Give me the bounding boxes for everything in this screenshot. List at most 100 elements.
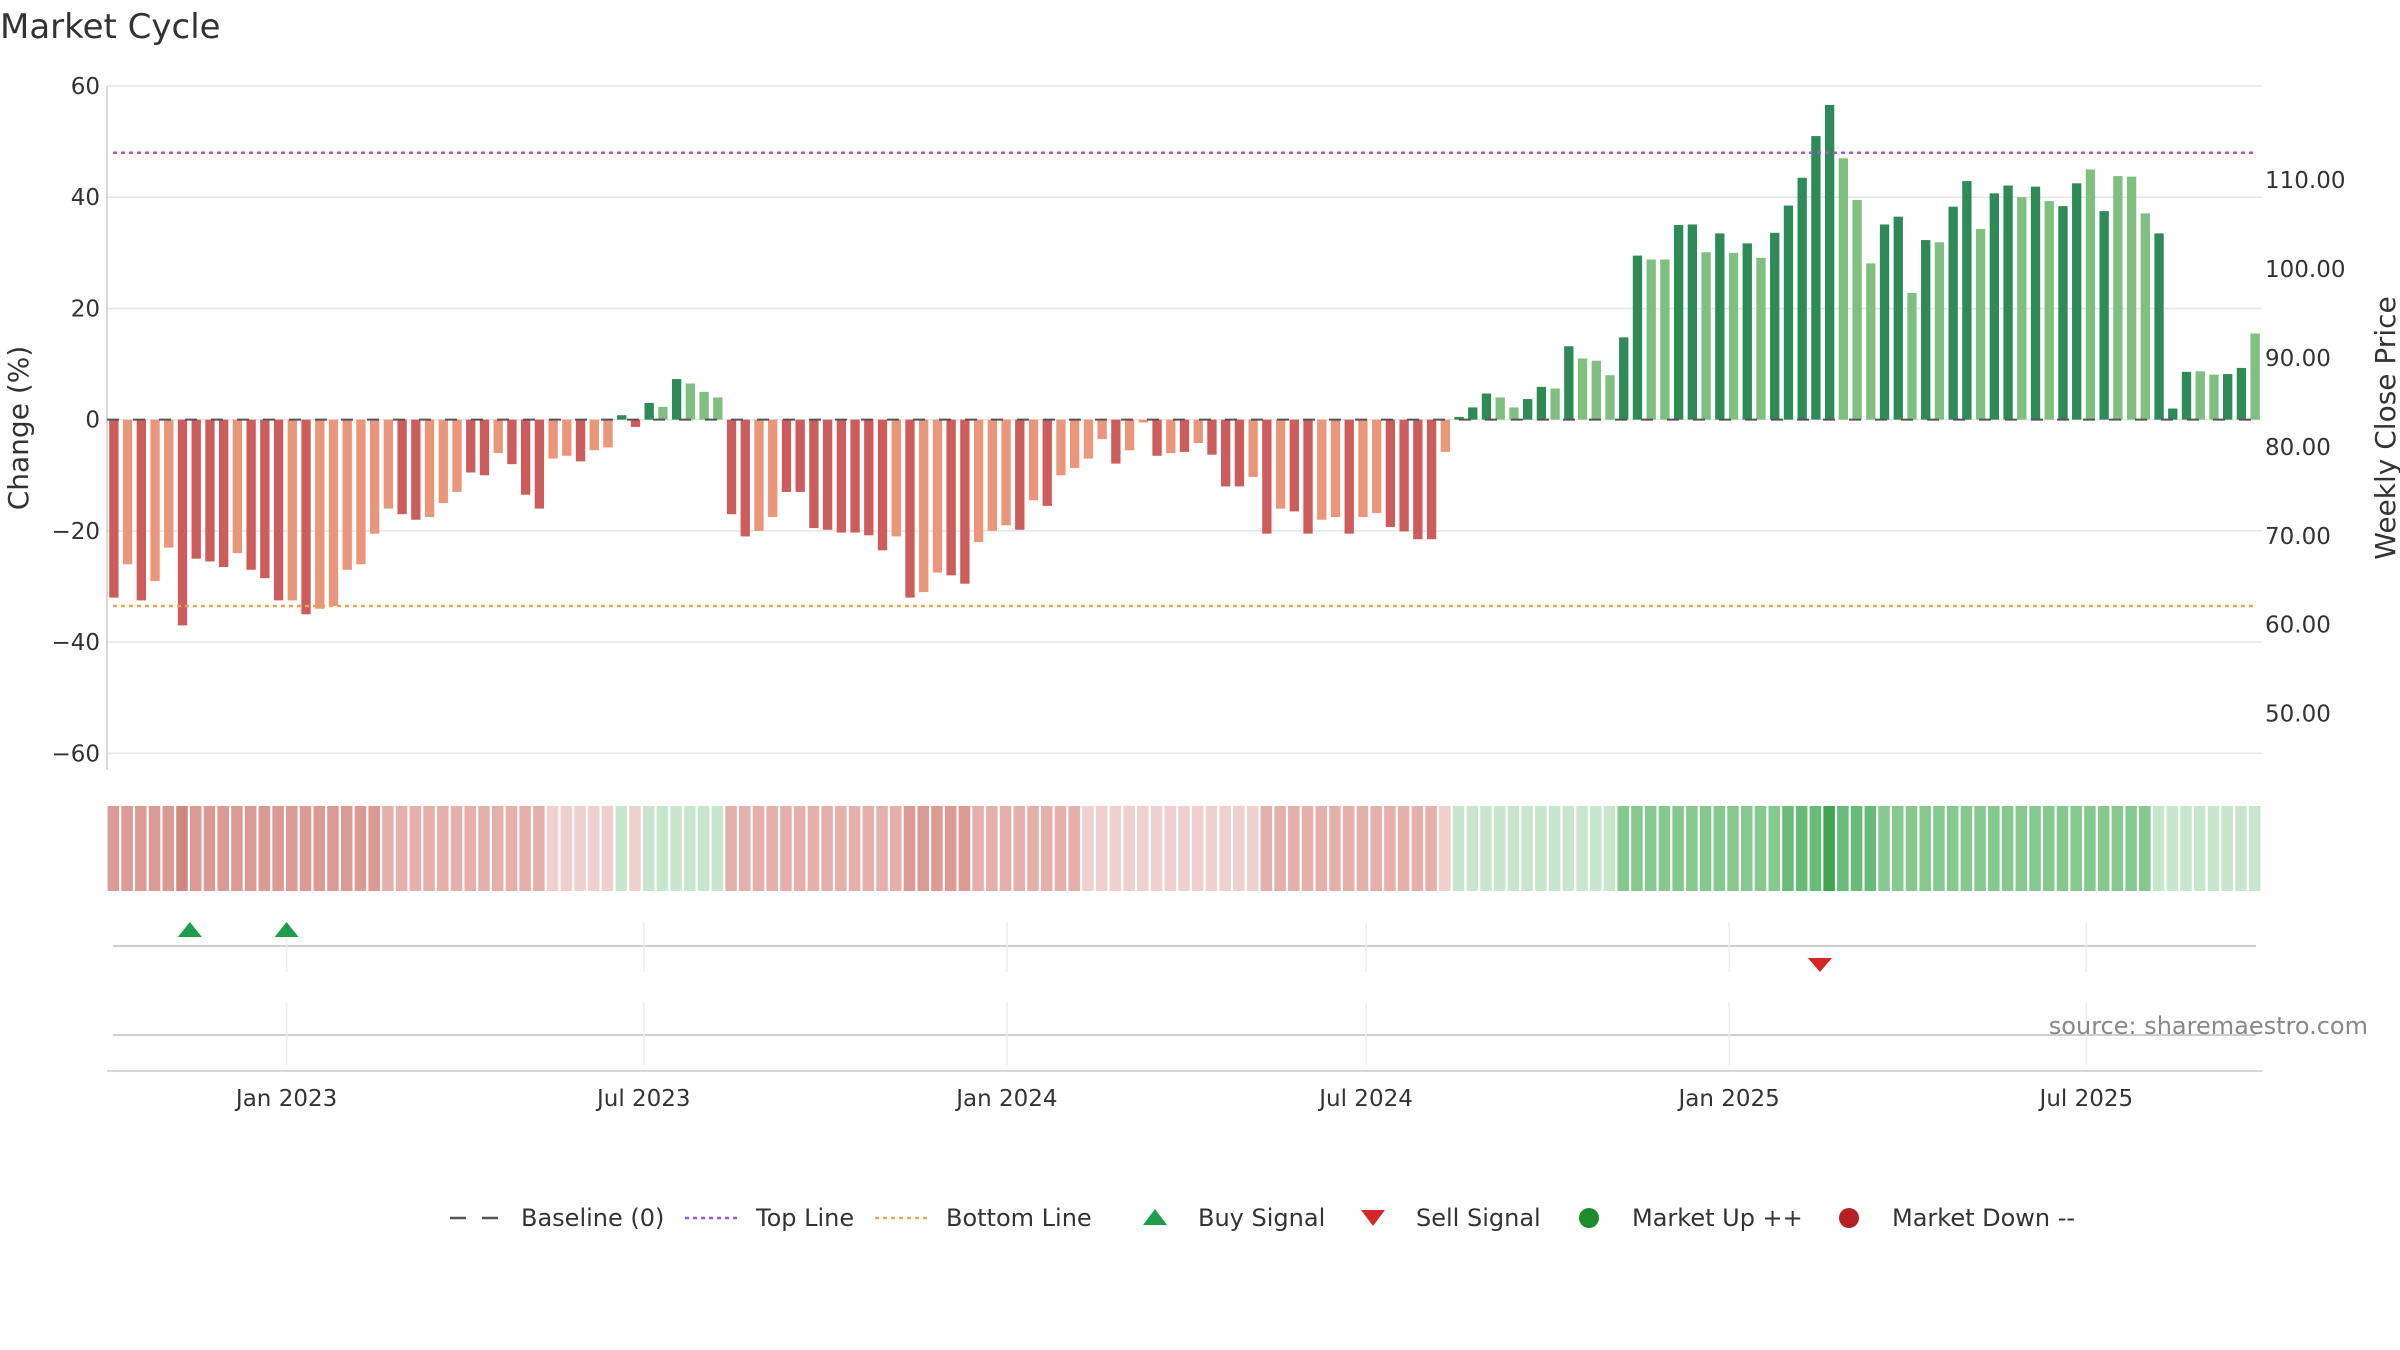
strip-cell bbox=[1384, 806, 1396, 891]
bar bbox=[877, 419, 888, 551]
strip-cell bbox=[1246, 806, 1259, 891]
strip-cell bbox=[1590, 806, 1602, 891]
bar bbox=[2072, 183, 2082, 420]
y2-tick-label: 100.00 bbox=[2265, 257, 2345, 283]
strip-cell bbox=[1178, 806, 1190, 891]
bar bbox=[1907, 292, 1917, 420]
strip-cell bbox=[917, 806, 929, 891]
legend-label: Top Line bbox=[755, 1204, 854, 1232]
bar bbox=[1591, 360, 1601, 420]
strip-cell bbox=[1480, 806, 1492, 891]
x-tick-label: Jul 2023 bbox=[595, 1086, 691, 1112]
bar bbox=[1536, 386, 1547, 420]
bar bbox=[466, 419, 476, 473]
strip-cell bbox=[1548, 806, 1561, 891]
bar bbox=[191, 419, 201, 559]
strip-cell bbox=[1439, 806, 1451, 891]
strip-cell bbox=[107, 806, 120, 891]
strip-cell bbox=[1878, 806, 1890, 891]
strip-cell bbox=[368, 806, 380, 891]
bar bbox=[1701, 252, 1711, 420]
bar bbox=[2085, 169, 2096, 420]
strip-cell bbox=[2111, 806, 2124, 891]
bar bbox=[1042, 419, 1052, 506]
strip-cell bbox=[203, 806, 216, 891]
bar bbox=[150, 419, 160, 581]
strip-cell bbox=[1054, 806, 1067, 891]
bar bbox=[1770, 232, 1780, 420]
strip-cell bbox=[752, 806, 765, 891]
bar bbox=[1028, 419, 1039, 501]
strip-cell bbox=[889, 806, 902, 891]
strip-cell bbox=[121, 806, 133, 891]
strip-cell bbox=[615, 806, 627, 891]
strip-cell bbox=[505, 806, 518, 891]
y2-tick-label: 110.00 bbox=[2265, 168, 2345, 194]
bar bbox=[562, 419, 572, 456]
bar bbox=[273, 419, 284, 601]
strip-cell bbox=[999, 806, 1012, 891]
bar bbox=[905, 419, 915, 598]
strip-cell bbox=[1123, 806, 1135, 891]
strip-cell bbox=[1095, 806, 1108, 891]
strip-cell bbox=[1699, 806, 1712, 891]
bar bbox=[2140, 213, 2150, 420]
buy-signal-marker bbox=[177, 922, 202, 937]
bar bbox=[452, 419, 462, 492]
strip-cell bbox=[1658, 806, 1671, 891]
strip-cell bbox=[2001, 806, 2014, 891]
bar bbox=[1728, 252, 1739, 420]
bar bbox=[1619, 337, 1629, 420]
strip-cell bbox=[1521, 806, 1533, 891]
signals-panel bbox=[113, 922, 2256, 972]
source-note: source: sharemaestro.com bbox=[2049, 1012, 2368, 1040]
bar bbox=[960, 419, 970, 584]
market-panel bbox=[113, 1002, 2256, 1065]
bar bbox=[520, 419, 531, 495]
strip-cell bbox=[546, 806, 559, 891]
strip-cell bbox=[876, 806, 888, 891]
bar bbox=[548, 419, 558, 459]
y2-tick-label: 90.00 bbox=[2265, 346, 2331, 372]
bar bbox=[177, 419, 188, 626]
strip-cell bbox=[670, 806, 682, 891]
bar bbox=[822, 419, 833, 530]
strip-cell bbox=[821, 806, 833, 891]
strip-cell bbox=[1535, 806, 1547, 891]
strip-cell bbox=[1205, 806, 1218, 891]
sell-signal-marker bbox=[1807, 958, 1832, 972]
bar bbox=[301, 419, 311, 615]
bar bbox=[1838, 158, 1849, 420]
bar bbox=[1715, 233, 1725, 420]
strip-cell bbox=[2152, 806, 2165, 891]
bar bbox=[1166, 419, 1176, 454]
bar bbox=[973, 419, 984, 542]
bar bbox=[2003, 185, 2013, 420]
strip-cell bbox=[1109, 806, 1122, 891]
bar bbox=[1083, 419, 1094, 459]
strip-cell bbox=[1356, 806, 1369, 891]
bar bbox=[740, 419, 750, 537]
strip-cell bbox=[2180, 806, 2192, 891]
strip-cell bbox=[1919, 806, 1931, 891]
legend-label: Bottom Line bbox=[946, 1204, 1092, 1232]
strip-cell bbox=[272, 806, 284, 891]
strip-cell bbox=[2070, 806, 2082, 891]
strip-cell bbox=[944, 806, 957, 891]
strip-cell bbox=[807, 806, 820, 891]
bar bbox=[1687, 224, 1698, 420]
bar bbox=[1385, 419, 1396, 527]
strip-cell bbox=[780, 806, 792, 891]
strip-cell bbox=[1946, 806, 1959, 891]
bar bbox=[1934, 242, 1945, 420]
bar bbox=[1289, 419, 1299, 512]
bar bbox=[2126, 176, 2137, 420]
strip-cell bbox=[642, 806, 655, 891]
strip-cell bbox=[1631, 806, 1643, 891]
strip-cell bbox=[958, 806, 971, 891]
strip-cell bbox=[244, 806, 257, 891]
strip-cell bbox=[135, 806, 147, 891]
bar bbox=[1783, 205, 1794, 420]
legend-item: Baseline (0) bbox=[450, 1204, 664, 1232]
strip-cell bbox=[1933, 806, 1945, 891]
